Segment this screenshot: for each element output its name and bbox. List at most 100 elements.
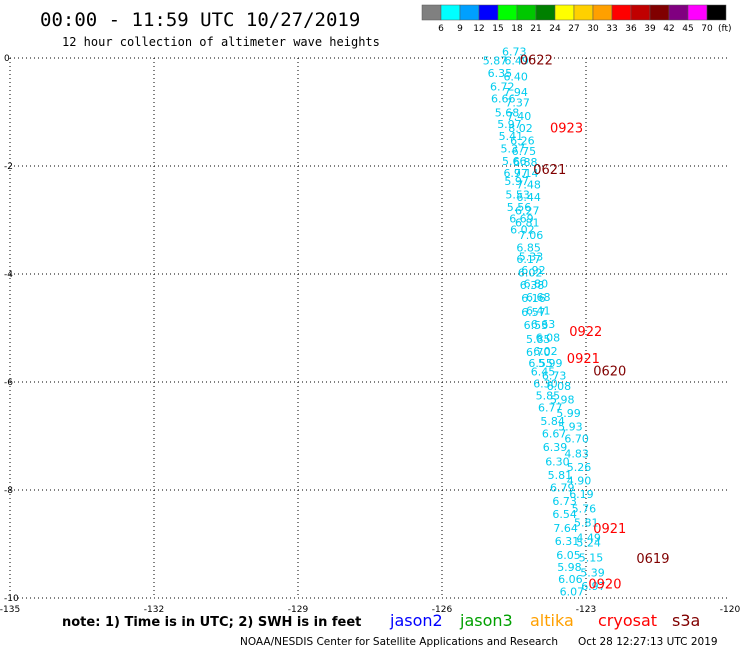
wave-height-label: 5.81 bbox=[548, 469, 573, 482]
legend-label: 33 bbox=[606, 24, 617, 34]
x-tick-label: -123 bbox=[576, 605, 596, 615]
wave-height-label: 6.73 bbox=[542, 369, 567, 382]
legend-label: 6 bbox=[438, 24, 444, 34]
wave-height-label: 7.06 bbox=[519, 229, 544, 242]
x-tick-label: -126 bbox=[432, 605, 453, 615]
legend-label: 30 bbox=[587, 24, 599, 34]
pass-time-label: 0921 bbox=[593, 522, 626, 537]
wave-height-label: 6.30 bbox=[533, 377, 558, 390]
legend-label: 27 bbox=[568, 24, 579, 34]
wave-height-label: 6.55 bbox=[528, 357, 553, 370]
wave-height-label: 5.98 bbox=[557, 561, 582, 574]
wave-height-label: 6.26 bbox=[510, 134, 535, 147]
wave-height-label: 5.85 bbox=[536, 389, 561, 402]
wave-height-label: 6.75 bbox=[512, 145, 536, 158]
legend-label: 21 bbox=[530, 24, 541, 34]
wave-height-label: 5.85 bbox=[526, 333, 551, 346]
legend-swatch bbox=[573, 4, 594, 21]
legend-label: 42 bbox=[663, 24, 674, 34]
footer-credit: NOAA/NESDIS Center for Satellite Applica… bbox=[240, 636, 558, 648]
wave-height-label: 6.69 bbox=[509, 213, 534, 226]
legend-swatch bbox=[592, 4, 613, 21]
legend-swatch bbox=[630, 4, 651, 21]
wave-height-label: 6.73 bbox=[552, 495, 577, 508]
chart-subtitle: 12 hour collection of altimeter wave hei… bbox=[62, 35, 380, 49]
legend-label: 15 bbox=[492, 24, 503, 34]
wave-height-label: 6.17 bbox=[516, 253, 541, 266]
satellite-label: cryosat bbox=[598, 611, 657, 630]
footer-note: note: 1) Time is in UTC; 2) SWH is in fe… bbox=[62, 615, 361, 630]
satellite-label: jason2 bbox=[389, 611, 443, 630]
y-tick-label: -2 bbox=[4, 162, 13, 172]
wave-height-label: 6.77 bbox=[538, 402, 563, 415]
wave-height-label: 6.70 bbox=[526, 346, 551, 359]
satellite-legend: jason2 jason3 altika cryosat s3a bbox=[389, 611, 700, 630]
wave-height-label: 6.45 bbox=[531, 366, 556, 379]
wave-height-label: 5.26 bbox=[567, 461, 592, 474]
wave-height-label: 6.81 bbox=[515, 216, 540, 229]
wave-height-label: 5.56 bbox=[507, 201, 532, 214]
wave-height-label: 6.53 bbox=[524, 319, 549, 332]
wave-height-label: 7.48 bbox=[516, 179, 541, 192]
wave-height-label: 5.98 bbox=[550, 394, 575, 407]
satellite-label: jason3 bbox=[459, 611, 513, 630]
wave-height-label: 7.14 bbox=[514, 167, 539, 180]
pass-time-label: 0922 bbox=[569, 325, 602, 340]
wave-height-label: 5.53 bbox=[505, 188, 530, 201]
wave-height-label: 5.93 bbox=[558, 421, 583, 434]
pass-time-label: 0923 bbox=[550, 122, 583, 137]
wave-height-label: 6.85 bbox=[516, 241, 541, 254]
x-tick-label: -135 bbox=[0, 605, 20, 615]
wave-height-label: 4.83 bbox=[564, 448, 589, 461]
y-tick-label: -10 bbox=[4, 594, 19, 604]
y-tick-label: -6 bbox=[4, 378, 13, 388]
pass-time-label: 0619 bbox=[636, 552, 669, 567]
footer-timestamp: Oct 28 12:27:13 UTC 2019 bbox=[578, 636, 718, 648]
wave-height-label: 6.44 bbox=[516, 191, 541, 204]
wave-height-label: 7.64 bbox=[553, 522, 578, 535]
wave-height-label: 6.79 bbox=[550, 482, 575, 495]
wave-height-label: 7.40 bbox=[507, 110, 532, 123]
wave-height-label: 5.15 bbox=[579, 551, 604, 564]
wave-height-label: 6.06 bbox=[558, 573, 583, 586]
wave-height-label: 6.27 bbox=[515, 205, 540, 218]
legend-swatch bbox=[478, 4, 499, 21]
legend-swatch bbox=[440, 4, 461, 21]
plot-area: -135 -132 -129 -126 -123 -120 0 -2 -4 -6 -8 -10 6.73… bbox=[0, 45, 740, 615]
wave-height-label: 6.40 bbox=[503, 71, 528, 84]
pass-time-label: 0920 bbox=[588, 577, 621, 592]
color-legend: 6 9 12 15 18 21 24 27 30 33 36 39 42 45 70 (ft) bbox=[421, 4, 732, 34]
wave-height-label: 5.66 bbox=[502, 155, 527, 168]
legend-label: 12 bbox=[473, 24, 484, 34]
wave-height-label: 6.68 bbox=[526, 291, 551, 304]
wave-height-label: 5.39 bbox=[580, 566, 605, 579]
wave-height-label: 6.07 bbox=[560, 585, 585, 598]
wave-height-label: 6.66 bbox=[491, 92, 515, 105]
wave-height-label: 6.49 bbox=[504, 54, 529, 67]
wave-height-label: 5.81 bbox=[574, 517, 599, 530]
legend-label: 36 bbox=[625, 24, 637, 34]
wave-height-label: 6.08 bbox=[547, 380, 572, 393]
wave-height-label: 6.97 bbox=[581, 580, 606, 593]
wave-height-label: 6.35 bbox=[488, 67, 512, 80]
wave-height-label: 6.31 bbox=[555, 535, 580, 548]
wave-height-label: 6.08 bbox=[536, 332, 561, 345]
legend-label: 45 bbox=[682, 24, 693, 34]
chart-title: 00:00 - 11:59 UTC 10/27/2019 bbox=[40, 9, 360, 31]
legend-label: 18 bbox=[511, 24, 523, 34]
legend-swatch bbox=[649, 4, 670, 21]
wave-height-label: 6.97 bbox=[503, 167, 528, 180]
legend-swatch bbox=[421, 4, 442, 21]
wave-height-label: 5.33 bbox=[519, 251, 544, 264]
wave-height-label: 6.92 bbox=[521, 264, 546, 277]
x-tick-label: -120 bbox=[720, 605, 740, 615]
legend-swatch bbox=[554, 4, 575, 21]
wave-height-label: 6.38 bbox=[520, 279, 545, 292]
x-tick-label: -129 bbox=[288, 605, 309, 615]
wave-height-label: 6.73 bbox=[502, 45, 527, 58]
legend-swatch bbox=[687, 4, 708, 21]
wave-height-label: 6.63 bbox=[531, 318, 556, 331]
wave-height-label: 6.80 bbox=[524, 278, 549, 291]
wave-height-label: 5.76 bbox=[572, 503, 597, 516]
wave-height-label: 6.05 bbox=[556, 549, 581, 562]
